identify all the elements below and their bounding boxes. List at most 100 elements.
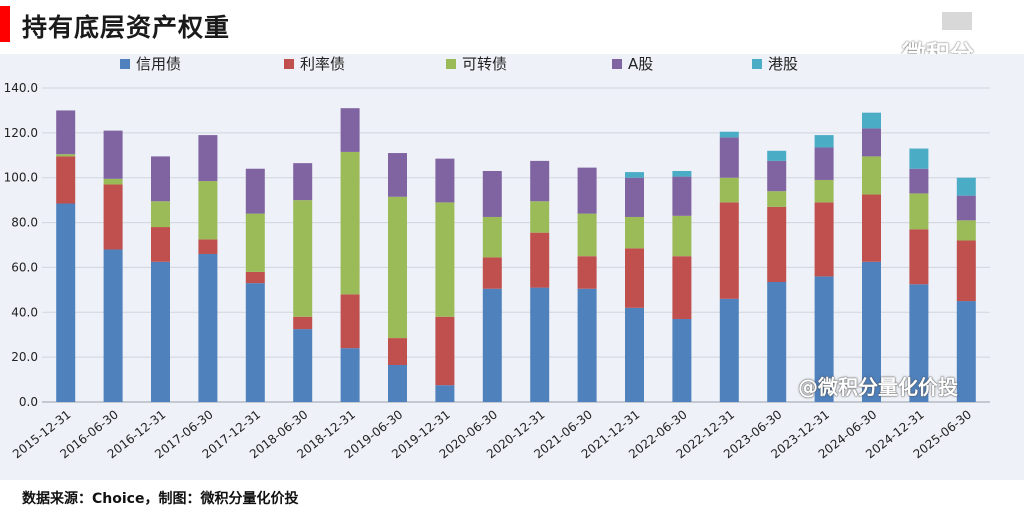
bar-segment [151,227,170,262]
y-tick-label: 40.0 [11,305,38,319]
bar-segment [672,319,692,402]
bar-segment [956,195,976,221]
bar-segment [340,348,360,402]
bar-segment [198,253,218,402]
bar-segment [767,150,787,161]
bar-segment [293,163,313,201]
source-note: 数据来源：Choice，制图：微积分量化价投 [22,491,299,507]
bar-segment [56,154,76,157]
bar-segment [435,202,455,317]
bar-segment [245,213,265,272]
watermark: @微积分量化价投 [798,375,958,399]
bar-segment [103,178,123,185]
bar-segment [293,329,313,402]
bar-segment [103,130,123,179]
bar-segment [103,249,123,402]
chart-title: 持有底层资产权重 [22,13,231,42]
bar-segment [625,307,644,402]
bar-segment [388,338,407,365]
legend-label: 港股 [768,55,798,73]
bar-segment [814,147,834,180]
bar-segment [198,181,218,240]
bar-segment [577,167,597,214]
bar-segment [909,229,929,285]
y-tick-label: 20.0 [11,350,38,364]
bar-segment [814,202,834,277]
bar-segment [625,248,644,308]
legend-label: 可转债 [462,55,507,73]
bar-segment [56,156,76,204]
bar-segment [482,216,502,258]
bar-segment [388,196,407,339]
bar-segment [862,156,881,195]
bar-segment [198,239,218,254]
y-tick-label: 100.0 [4,171,38,185]
y-tick-label: 60.0 [11,260,38,274]
bar-segment [767,191,787,207]
bar-segment [56,110,76,155]
bar-segment [340,108,360,152]
bar-segment [530,232,550,288]
bar-segment [530,287,550,402]
bar-segment [625,177,644,217]
bar-segment [767,160,787,192]
bar-segment [909,193,929,230]
logo-icon [940,10,974,32]
bar-segment [577,256,597,289]
bar-segment [909,168,929,194]
bar-segment [956,301,976,402]
bar-segment [340,151,360,295]
bar-segment [672,176,692,216]
bar-segment [956,240,976,302]
bar-segment [814,276,834,402]
bar-segment [814,135,834,148]
y-tick-label: 80.0 [11,216,38,230]
bar-segment [719,298,739,402]
bar-segment [814,179,834,203]
bar-segment [672,215,692,257]
bar-segment [103,184,123,250]
bar-segment [862,128,881,157]
bar-segment [435,316,455,386]
bar-segment [530,201,550,233]
bar-segment [862,194,881,262]
bar-segment [151,201,170,228]
bar-segment [767,282,787,402]
bar-segment [719,177,739,203]
bar-segment [435,385,455,402]
bar-segment [577,213,597,257]
bar-segment [482,257,502,289]
bar-segment [151,156,170,202]
bar-segment [956,220,976,241]
bar-segment [293,316,313,330]
y-tick-label: 0.0 [19,395,38,409]
y-tick-label: 120.0 [4,126,38,140]
bar-segment [340,294,360,349]
bar-segment [909,284,929,402]
bar-segment [625,172,644,178]
bar-segment [530,160,550,202]
bar-segment [625,216,644,249]
bar-segment [719,137,739,178]
legend-swatch [752,59,762,69]
bar-segment [956,177,976,196]
legend-swatch [120,59,130,69]
legend-label: 信用债 [136,55,181,73]
bar-segment [482,170,502,217]
bar-segment [388,364,407,402]
bar-segment [245,271,265,284]
bar-segment [151,261,170,402]
bar-segment [482,288,502,402]
bar-segment [862,261,881,402]
legend-label: 利率债 [300,55,345,73]
bar-segment [672,170,692,177]
bar-segment [293,200,313,317]
legend-swatch [612,59,622,69]
bar-segment [577,288,597,402]
title-accent-bar [0,6,10,42]
bar-segment [719,131,739,138]
legend-swatch [284,59,294,69]
bar-segment [388,153,407,197]
bar-segment [719,202,739,299]
